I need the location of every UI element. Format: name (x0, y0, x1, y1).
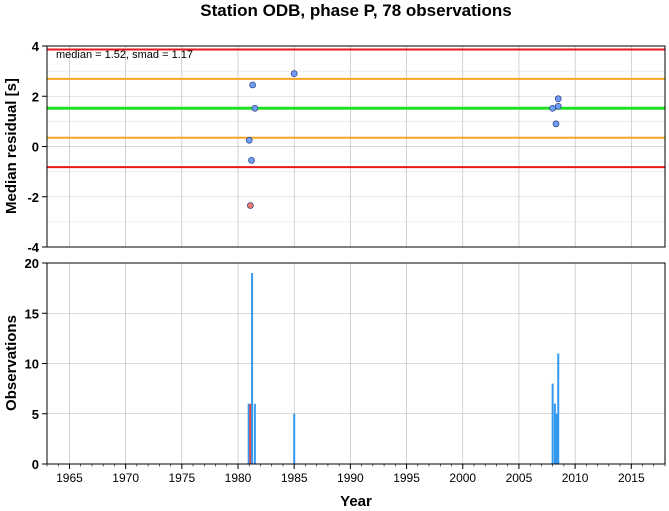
observation-bar-6 (553, 403, 556, 464)
y-tick-label-2: 2 (32, 89, 39, 104)
observation-bar-7 (555, 413, 558, 464)
residual-point-6 (549, 104, 556, 112)
y-tick-label-10: 10 (25, 357, 39, 372)
y-tick-label-0: 0 (32, 140, 39, 155)
x-tick-label-2015: 2015 (618, 471, 645, 485)
residual-point-1 (248, 156, 255, 164)
y-tick-label--2: -2 (27, 190, 39, 205)
y-tick-label-0: 0 (32, 457, 39, 472)
x-tick-label-1995: 1995 (393, 471, 420, 485)
residual-grid (47, 45, 665, 248)
x-tick-label-1990: 1990 (337, 471, 364, 485)
y-tick-label-15: 15 (25, 306, 39, 321)
x-tick-label-1975: 1975 (168, 471, 195, 485)
x-tick-label-2000: 2000 (449, 471, 476, 485)
y-tick-label-20: 20 (25, 256, 39, 271)
observation-bar-1 (249, 403, 252, 464)
observations-y-ticks: 0 5 10 15 20 (25, 256, 47, 472)
observations-grid (47, 262, 665, 465)
chart-title: Station ODB, phase P, 78 observations (200, 1, 511, 20)
x-tick-label-2010: 2010 (562, 471, 589, 485)
x-tick-label-1985: 1985 (281, 471, 308, 485)
observation-bar-8 (557, 353, 560, 464)
y-tick-label-5: 5 (32, 407, 39, 422)
residual-point-2 (249, 81, 256, 89)
residual-point-4 (247, 202, 254, 209)
observation-bar-3 (253, 403, 256, 464)
residual-point-5 (290, 70, 298, 77)
residual-points (245, 70, 562, 209)
observation-bar-0 (247, 403, 250, 464)
x-tick-label-2005: 2005 (506, 471, 533, 485)
year-x-ticks: 1965 1970 1975 1980 1985 1990 1995 2000 2005 2010… (46, 464, 666, 485)
residual-point-3 (251, 104, 259, 112)
x-tick-label-1965: 1965 (56, 471, 83, 485)
y-tick-label--4: -4 (27, 240, 39, 255)
median-annotation: median = 1.52, smad = 1.17 (56, 49, 193, 61)
observation-bar-4 (293, 413, 296, 464)
year-x-label: Year (340, 493, 372, 510)
observations-y-label: Observations (3, 315, 20, 411)
residual-point-9 (554, 95, 562, 103)
residual-point-0 (245, 136, 253, 144)
observation-bar-5 (551, 383, 554, 464)
observation-bar-2 (251, 273, 254, 464)
residual-threshold-lines (47, 48, 665, 169)
x-tick-label-1980: 1980 (225, 471, 252, 485)
x-tick-label-1970: 1970 (112, 471, 139, 485)
residual-point-7 (552, 120, 560, 128)
residual-y-label: Median residual [s] (3, 78, 20, 214)
residual-y-ticks: -4 -2 0 2 4 (27, 39, 47, 255)
observations-bars (247, 273, 560, 464)
y-tick-label-4: 4 (32, 39, 40, 54)
residual-point-8 (554, 102, 562, 110)
